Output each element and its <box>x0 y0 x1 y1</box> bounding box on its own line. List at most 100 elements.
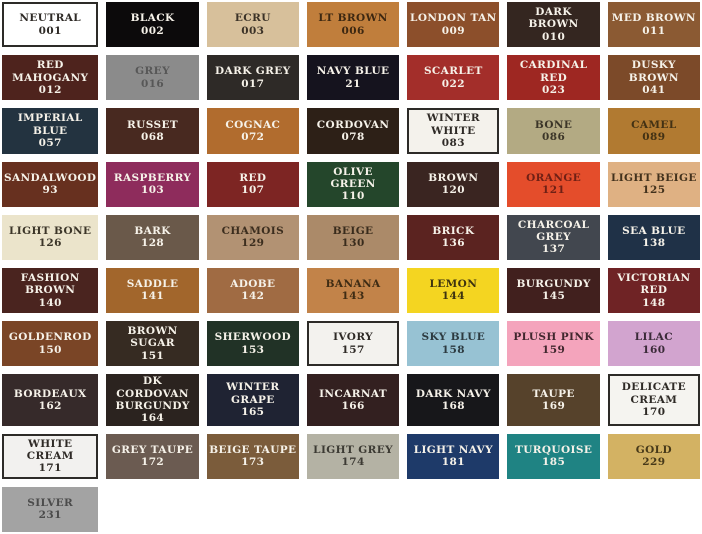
color-swatch-151: BROWN SUGAR 151 <box>106 321 199 367</box>
color-swatch-086: BONE 086 <box>507 108 600 154</box>
color-swatch-150: GOLDENROD 150 <box>2 321 99 367</box>
swatch-number: 169 <box>542 399 566 412</box>
swatch-number: 151 <box>141 349 165 362</box>
swatch-name: CAMEL <box>631 118 677 131</box>
swatch-number: 143 <box>341 290 365 303</box>
swatch-name: BARK <box>134 224 171 237</box>
swatch-number: 145 <box>542 290 566 303</box>
swatch-number: 140 <box>38 296 62 309</box>
swatch-number: 173 <box>241 456 265 469</box>
swatch-name: CHARCOAL GREY <box>517 218 590 244</box>
swatch-name: WINTER GRAPE <box>226 381 280 406</box>
swatch-name: TURQUOISE <box>514 443 593 456</box>
swatch-number: 023 <box>542 83 566 96</box>
color-swatch-166: INCARNAT 166 <box>306 374 400 426</box>
swatch-name: BROWN <box>428 171 479 184</box>
swatch-name: LILAC <box>634 331 673 344</box>
color-swatch-120: BROWN 120 <box>407 161 500 207</box>
swatch-number: 162 <box>38 399 62 412</box>
swatch-number: 022 <box>441 77 465 90</box>
color-swatch-011: MED BROWN 011 <box>607 2 700 48</box>
color-swatch-083: WINTER WHITE 083 <box>407 108 500 154</box>
swatch-number: 170 <box>642 406 666 419</box>
color-swatch-006: LT BROWN 006 <box>306 2 400 48</box>
swatch-name: DELICATE CREAM <box>621 381 687 406</box>
color-swatch-129: CHAMOIS 129 <box>206 214 299 260</box>
color-swatch-002: BLACK 002 <box>106 2 199 48</box>
swatch-number: 126 <box>38 237 62 250</box>
swatch-number: 089 <box>642 130 666 143</box>
color-swatch-21: NAVY BLUE 21 <box>306 55 400 101</box>
color-swatch-170: DELICATE CREAM 170 <box>607 374 700 426</box>
color-swatch-141: SADDLE 141 <box>106 267 199 313</box>
color-swatch-168: DARK NAVY 168 <box>407 374 500 426</box>
swatch-number: 93 <box>42 184 58 197</box>
swatch-number: 120 <box>441 184 465 197</box>
swatch-number: 072 <box>241 130 265 143</box>
swatch-number: 012 <box>38 83 62 96</box>
swatch-name: ORANGE <box>526 171 582 184</box>
color-swatch-173: BEIGE TAUPE 173 <box>206 433 299 479</box>
color-swatch-143: BANANA 143 <box>306 267 400 313</box>
color-swatch-072: COGNAC 072 <box>206 108 299 154</box>
swatch-number: 185 <box>542 456 566 469</box>
color-swatch-057: IMPERIAL BLUE 057 <box>2 108 99 154</box>
color-swatch-229: GOLD 229 <box>607 433 700 479</box>
swatch-name: RED MAHOGANY <box>12 59 89 84</box>
swatch-name: BRICK <box>432 224 475 237</box>
swatch-name: IVORY <box>333 331 374 344</box>
color-swatch-016: GREY 016 <box>106 55 199 101</box>
swatch-name: SKY BLUE <box>421 331 486 344</box>
swatch-name: SANDALWOOD <box>4 171 97 184</box>
swatch-name: BLACK <box>130 12 175 25</box>
swatch-number: 103 <box>141 184 165 197</box>
swatch-number: 172 <box>141 456 165 469</box>
color-swatch-140: FASHION BROWN 140 <box>2 267 99 313</box>
swatch-number: 078 <box>341 130 365 143</box>
swatch-number: 160 <box>642 343 666 356</box>
swatch-name: BROWN SUGAR <box>127 325 178 350</box>
swatch-number: 165 <box>241 406 265 419</box>
swatch-number: 107 <box>241 184 265 197</box>
color-swatch-107: RED 107 <box>206 161 299 207</box>
color-swatch-041: DUSKY BROWN 041 <box>607 55 700 101</box>
swatch-name: CARDINAL RED <box>519 59 588 84</box>
swatch-name: SILVER <box>27 497 74 510</box>
swatch-number: 009 <box>441 24 465 37</box>
color-swatch-174: LIGHT GREY 174 <box>306 433 400 479</box>
swatch-name: CORDOVAN <box>316 118 390 131</box>
color-swatch-001: NEUTRAL 001 <box>2 2 99 48</box>
color-swatch-162: BORDEAUX 162 <box>2 374 99 426</box>
swatch-name: INCARNAT <box>319 387 388 400</box>
color-swatch-144: LEMON 144 <box>407 267 500 313</box>
color-swatch-130: BEIGE 130 <box>306 214 400 260</box>
swatch-name: LEMON <box>429 278 478 291</box>
swatch-name: BORDEAUX <box>13 387 87 400</box>
swatch-number: 144 <box>441 290 465 303</box>
color-swatch-159: PLUSH PINK 159 <box>507 321 600 367</box>
swatch-number: 181 <box>441 456 465 469</box>
color-swatch-126: LIGHT BONE 126 <box>2 214 99 260</box>
color-swatch-169: TAUPE 169 <box>507 374 600 426</box>
swatch-name: IMPERIAL BLUE <box>17 112 83 137</box>
swatch-name: BONE <box>534 118 573 131</box>
color-swatch-121: ORANGE 121 <box>507 161 600 207</box>
color-swatch-017: DARK GREY 017 <box>206 55 299 101</box>
swatch-name: DARK BROWN <box>528 6 579 31</box>
swatch-name: RED <box>239 171 267 184</box>
color-swatch-068: RUSSET 068 <box>106 108 199 154</box>
color-swatch-137: CHARCOAL GREY 137 <box>507 214 600 260</box>
swatch-number: 159 <box>542 343 566 356</box>
swatch-name: LIGHT GREY <box>313 443 394 456</box>
swatch-number: 002 <box>141 24 165 37</box>
swatch-name: LT BROWN <box>318 12 388 25</box>
swatch-name: SCARLET <box>423 65 483 78</box>
color-swatch-145: BURGUNDY 145 <box>507 267 600 313</box>
swatch-number: 121 <box>542 184 566 197</box>
color-swatch-160: LILAC 160 <box>607 321 700 367</box>
swatch-name: GREY TAUPE <box>111 443 194 456</box>
swatch-name: SHERWOOD <box>214 331 292 344</box>
swatch-name: NAVY BLUE <box>316 65 390 78</box>
color-swatch-153: SHERWOOD 153 <box>206 321 299 367</box>
